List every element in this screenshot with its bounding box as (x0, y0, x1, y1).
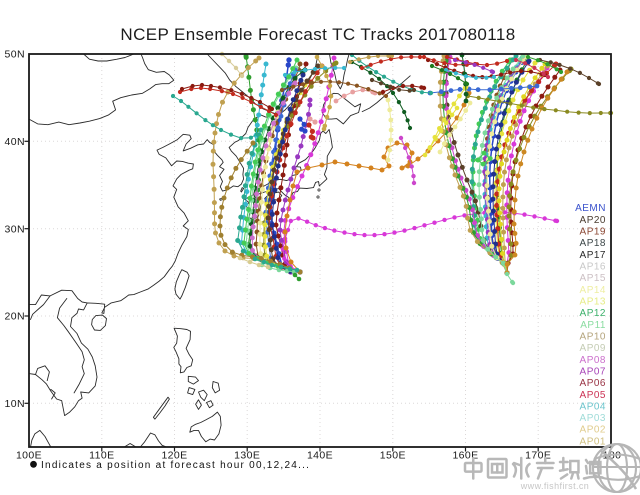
svg-text:AEMN: AEMN (575, 203, 606, 214)
svg-text:40N: 40N (5, 136, 25, 148)
svg-text:120E: 120E (161, 450, 187, 462)
svg-text:AP13: AP13 (580, 297, 606, 308)
svg-text:AP02: AP02 (580, 425, 606, 436)
svg-text:130E: 130E (234, 450, 260, 462)
svg-text:www.fishfirst.cn: www.fishfirst.cn (520, 481, 589, 491)
svg-text:AP04: AP04 (580, 401, 606, 412)
svg-text:140E: 140E (307, 450, 333, 462)
svg-text:AP01: AP01 (580, 436, 606, 447)
svg-text:AP16: AP16 (580, 262, 606, 273)
svg-text:AP08: AP08 (580, 355, 606, 366)
svg-text:20N: 20N (5, 311, 25, 323)
svg-text:AP11: AP11 (580, 320, 606, 331)
svg-text:AP03: AP03 (580, 413, 606, 424)
svg-text:AP19: AP19 (580, 227, 606, 238)
svg-text:AP17: AP17 (580, 250, 606, 261)
svg-text:50N: 50N (5, 49, 25, 61)
svg-text:AP14: AP14 (580, 285, 606, 296)
svg-text:AP20: AP20 (580, 215, 606, 226)
svg-text:110E: 110E (89, 450, 114, 462)
svg-text:170E: 170E (525, 450, 551, 462)
svg-text:AP07: AP07 (580, 366, 606, 377)
svg-text:10N: 10N (5, 398, 25, 410)
svg-text:AP05: AP05 (580, 390, 606, 401)
svg-text:150E: 150E (380, 450, 406, 462)
svg-text:30N: 30N (5, 223, 25, 235)
svg-text:NCEP Ensemble Forecast TC Trac: NCEP Ensemble Forecast TC Tracks 2017080… (120, 25, 515, 44)
svg-text:AP10: AP10 (580, 332, 606, 343)
svg-text:AP18: AP18 (580, 238, 606, 249)
svg-text:AP06: AP06 (580, 378, 606, 389)
svg-text:160E: 160E (452, 450, 478, 462)
svg-text:Indicates a position at foreca: Indicates a position at forecast hour 00… (41, 460, 310, 471)
svg-text:AP09: AP09 (580, 343, 606, 354)
svg-text:AP12: AP12 (580, 308, 606, 319)
svg-text:AP15: AP15 (580, 273, 606, 284)
svg-text:100E: 100E (16, 450, 42, 462)
